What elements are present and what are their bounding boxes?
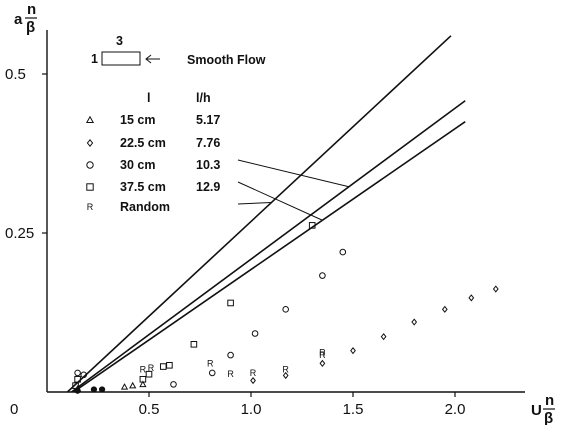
data-point-circle — [80, 371, 88, 379]
x-tick-label: 2.0 — [445, 401, 466, 418]
legend-ratio: 12.9 — [196, 180, 220, 194]
y-tick-label: 0.5 — [5, 66, 26, 83]
data-point-circle — [339, 248, 347, 256]
data-point-circle — [282, 306, 289, 313]
data-point-diamond — [319, 359, 326, 367]
data-point-diamond — [411, 318, 418, 326]
y-axis-label: a n β — [14, 1, 37, 36]
x-tick-label: 1.5 — [343, 401, 364, 418]
fit-line — [66, 35, 452, 393]
data-points: R R RR R RRR — [72, 222, 499, 394]
legend-header-l: l — [147, 91, 150, 105]
data-point-square — [308, 222, 316, 229]
data-point-diamond — [468, 294, 475, 302]
fit-line — [73, 121, 466, 393]
data-point-square — [145, 370, 153, 378]
data-point-triangle — [129, 381, 137, 389]
inset-text: Smooth Flow — [187, 53, 266, 67]
data-point-R: R — [250, 368, 257, 378]
inset-block — [101, 51, 141, 66]
data-point-square — [166, 361, 173, 369]
y-tick-label: 0.25 — [5, 225, 34, 242]
legend-marker-triangle — [85, 115, 95, 124]
data-point-diamond — [250, 376, 256, 385]
flow-arrow-head — [145, 54, 152, 64]
data-point-square — [74, 375, 81, 383]
legend-marker-diamond — [86, 138, 94, 148]
x-axis-label: U n β — [531, 392, 555, 425]
legend-ratio: 7.76 — [196, 136, 220, 150]
data-point-triangle — [120, 383, 129, 390]
leader-line — [237, 181, 323, 221]
fit-line — [71, 100, 466, 393]
data-point-circle — [74, 369, 81, 377]
legend-marker-circle — [86, 161, 94, 169]
smooth-flow-inset: 3 1 Smooth Flow — [91, 34, 266, 67]
legend-ratio: 5.17 — [196, 113, 220, 127]
legend-label: 15 cm — [120, 113, 155, 127]
x-axis-label-denominator: β — [544, 410, 553, 425]
data-point-square — [159, 363, 167, 370]
data-point-R: R — [148, 363, 155, 373]
data-point-R: R — [140, 365, 147, 375]
data-point-square — [190, 341, 198, 348]
legend: l l/h 15 cm 5.17 22.5 cm 7.76 30 cm 10.3 37.5 … — [85, 91, 220, 214]
data-point-R: R — [319, 348, 326, 358]
data-point-circle — [251, 330, 259, 337]
inset-side-label: 1 — [91, 52, 98, 66]
inset-number: 3 — [116, 34, 123, 48]
data-point-square — [139, 375, 147, 383]
legend-leader-lines — [237, 159, 350, 221]
legend-header-lh: l/h — [196, 91, 211, 105]
fit-lines — [66, 35, 466, 393]
data-point-R: R — [227, 369, 234, 379]
legend-label: 30 cm — [120, 158, 155, 172]
x-axis-label-numerator: n — [545, 392, 554, 409]
data-point-R: R — [282, 365, 289, 375]
data-point-diamond — [441, 305, 448, 313]
y-axis-label-denominator: β — [26, 19, 35, 36]
legend-label: 37.5 cm — [120, 180, 166, 194]
data-point-diamond — [282, 371, 289, 380]
y-axis-label-numerator: n — [27, 1, 36, 18]
legend-label: Random — [120, 200, 170, 214]
data-point-diamond — [380, 333, 387, 341]
data-point-R: R — [207, 358, 214, 368]
leader-line — [237, 202, 272, 205]
leader-line — [237, 159, 350, 188]
legend-label: 22.5 cm — [120, 136, 166, 150]
x-axis-label-main: U — [531, 402, 542, 419]
data-point-circle — [227, 351, 234, 359]
data-point-filled — [74, 387, 81, 394]
data-point-square — [227, 299, 234, 307]
data-point-filled — [98, 386, 106, 393]
ticks — [42, 73, 456, 397]
tick-labels: 0 0.5 1.0 1.5 2.0 0.25 0.5 — [5, 66, 465, 418]
x-tick-label: 0 — [10, 401, 18, 418]
data-point-circle — [170, 381, 177, 388]
data-point-diamond — [350, 347, 356, 355]
axes — [46, 30, 525, 393]
data-point-circle — [319, 272, 326, 279]
data-point-triangle — [139, 380, 147, 388]
data-point-circle — [208, 369, 216, 377]
data-point-filled — [90, 386, 98, 393]
x-tick-label: 0.5 — [139, 401, 160, 418]
x-tick-label: 1.0 — [241, 401, 262, 418]
legend-marker-R: R — [87, 202, 94, 212]
data-point-diamond — [492, 285, 499, 293]
legend-marker-square — [86, 183, 94, 191]
data-point-R: R — [319, 350, 326, 360]
legend-ratio: 10.3 — [196, 158, 220, 172]
y-axis-label-main: a — [14, 11, 23, 28]
